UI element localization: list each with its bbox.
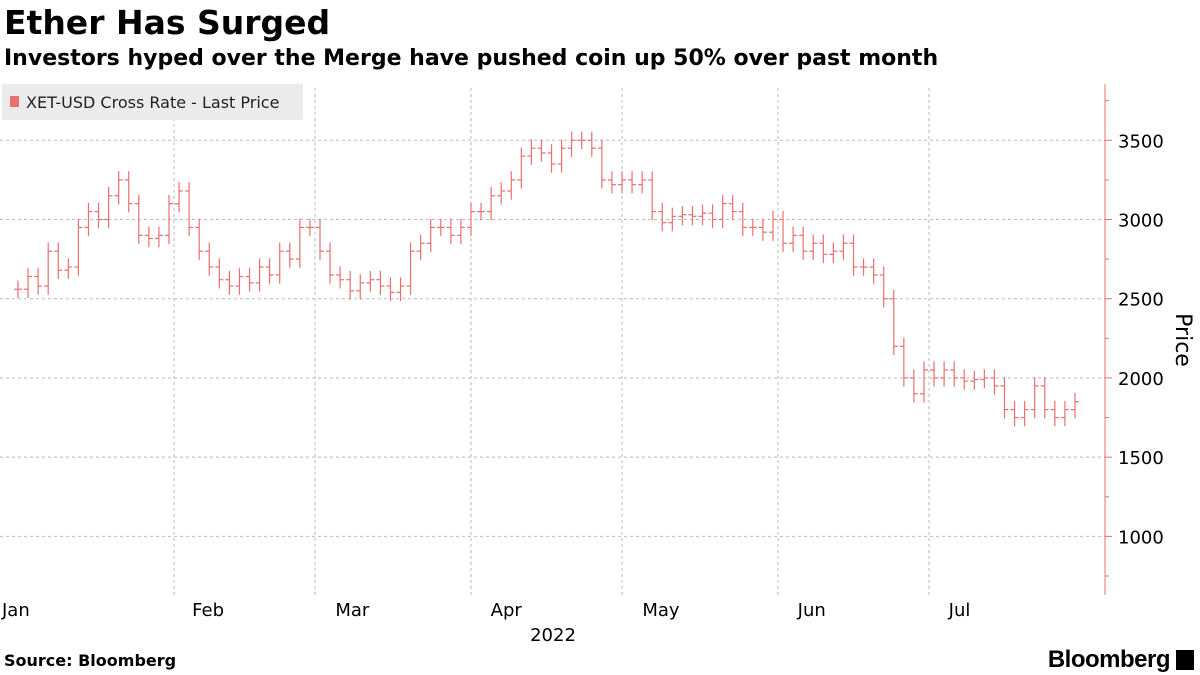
x-tick-label: Jun	[797, 600, 826, 621]
x-tick-label: Jan	[1, 600, 30, 621]
x-tick-label: May	[642, 600, 680, 621]
bloomberg-terminal-icon	[1176, 650, 1194, 670]
legend-label: XET-USD Cross Rate - Last Price	[26, 93, 279, 112]
x-tick-label: Apr	[491, 600, 523, 621]
bloomberg-logo: Bloomberg	[1047, 646, 1171, 673]
y-tick-label: 3500	[1118, 131, 1164, 152]
y-axis-label: Price	[1170, 313, 1195, 367]
x-tick-label: Feb	[192, 600, 224, 621]
legend-swatch	[10, 96, 19, 107]
x-tick-label: Mar	[335, 600, 370, 621]
chart-subtitle: Investors hyped over the Merge have push…	[4, 46, 939, 71]
x-tick-label: Jul	[948, 600, 971, 621]
y-tick-label: 1000	[1118, 527, 1164, 548]
legend-box	[2, 84, 303, 120]
y-tick-label: 2500	[1118, 290, 1164, 311]
y-tick-label: 2000	[1118, 369, 1164, 390]
y-tick-label: 3000	[1118, 211, 1164, 232]
source-note: Source: Bloomberg	[4, 651, 177, 670]
y-tick-label: 1500	[1118, 448, 1164, 469]
x-axis-year-label: 2022	[530, 625, 576, 646]
chart-title: Ether Has Surged	[4, 3, 331, 42]
